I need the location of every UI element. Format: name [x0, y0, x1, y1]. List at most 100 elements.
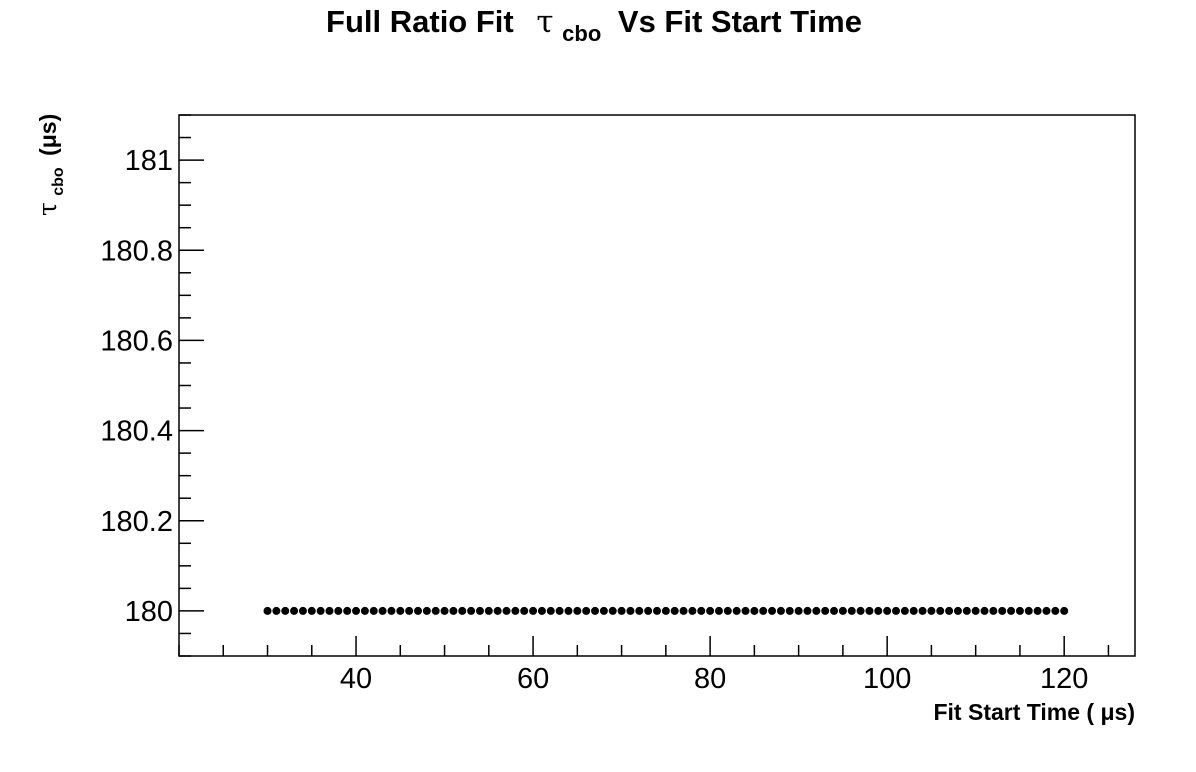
data-point	[387, 606, 396, 615]
x-axis-label: Fit Start Time ( μs)	[933, 699, 1135, 725]
chart-title: Full Ratio Fit τ cbo Vs Fit Start Time	[326, 4, 862, 48]
data-point	[1015, 606, 1024, 615]
data-point	[635, 606, 644, 615]
data-point	[272, 606, 281, 615]
data-point	[706, 606, 715, 615]
data-point	[768, 606, 777, 615]
data-point	[856, 606, 865, 615]
data-point	[378, 606, 387, 615]
data-point	[502, 606, 511, 615]
data-point	[688, 606, 697, 615]
data-point	[989, 606, 998, 615]
y-tick-label: 180.8	[100, 235, 173, 267]
data-point	[405, 606, 414, 615]
data-point	[874, 606, 883, 615]
data-point	[475, 606, 484, 615]
y-tick-label: 180	[125, 596, 173, 628]
x-tick-label: 100	[863, 663, 911, 695]
data-point	[537, 606, 546, 615]
data-point	[821, 606, 830, 615]
data-point	[883, 606, 892, 615]
chart-title-suffix: Vs Fit Start Time	[618, 4, 862, 39]
data-point	[936, 606, 945, 615]
plot-frame	[178, 114, 1136, 657]
data-point	[776, 606, 785, 615]
y-axis-ticks	[179, 114, 204, 657]
data-point	[750, 606, 759, 615]
data-point	[608, 606, 617, 615]
data-point	[511, 606, 520, 615]
data-point	[281, 606, 290, 615]
y-tick-label: 180.2	[100, 506, 173, 538]
y-axis-label-suffix: (μs)	[35, 114, 61, 156]
data-point	[520, 606, 529, 615]
data-point	[599, 606, 608, 615]
data-point	[847, 606, 856, 615]
data-point	[962, 606, 971, 615]
data-series	[263, 606, 1069, 615]
data-point	[945, 606, 954, 615]
data-point	[290, 606, 299, 615]
data-point	[617, 606, 626, 615]
data-point	[352, 606, 361, 615]
data-point	[626, 606, 635, 615]
y-tick-label: 181	[125, 145, 173, 177]
data-point	[396, 606, 405, 615]
x-axis-tick-labels: 40 60 80 100 120	[340, 663, 1088, 695]
data-point	[325, 606, 334, 615]
y-axis-label-subscript: cbo	[50, 167, 67, 196]
y-axis-label-symbol: τ	[33, 202, 62, 216]
data-point	[892, 606, 900, 615]
data-point	[838, 606, 847, 615]
data-point	[555, 606, 564, 615]
data-point	[449, 606, 458, 615]
data-point	[458, 606, 467, 615]
data-point	[343, 606, 352, 615]
data-point	[440, 606, 449, 615]
data-point	[360, 606, 369, 615]
data-point	[573, 606, 582, 615]
x-tick-label: 60	[517, 663, 549, 695]
x-axis-ticks	[178, 636, 1110, 656]
y-axis-label: τ cbo (μs)	[33, 114, 68, 216]
x-tick-label: 120	[1040, 663, 1088, 695]
data-point	[564, 606, 573, 615]
data-point	[909, 606, 918, 615]
chart-title-symbol: τ	[536, 4, 553, 40]
data-point	[927, 606, 936, 615]
data-point	[316, 606, 325, 615]
data-point	[812, 606, 821, 615]
data-point	[661, 606, 670, 615]
data-point	[422, 606, 431, 615]
chart-title-prefix: Full Ratio Fit	[326, 4, 514, 39]
data-point	[794, 606, 803, 615]
data-point	[865, 606, 874, 615]
data-point	[334, 606, 343, 615]
data-point	[714, 606, 723, 615]
data-point	[670, 606, 679, 615]
data-point	[732, 606, 741, 615]
chart-title-subscript: cbo	[562, 21, 601, 46]
y-tick-label: 180.6	[100, 325, 173, 357]
data-point	[307, 606, 316, 615]
data-point	[759, 606, 768, 615]
data-point	[918, 606, 927, 615]
data-point	[697, 606, 706, 615]
y-axis-tick-labels: 180 180.2 180.4 180.6 180.8 181	[100, 145, 173, 628]
data-point	[830, 606, 839, 615]
y-tick-label: 180.4	[100, 416, 173, 448]
data-point	[582, 606, 591, 615]
data-point	[529, 606, 538, 615]
data-point	[653, 606, 661, 615]
data-point	[1051, 606, 1060, 615]
data-point	[971, 606, 980, 615]
data-point	[431, 606, 440, 615]
data-point	[679, 606, 688, 615]
data-point	[591, 606, 600, 615]
data-point	[369, 606, 378, 615]
data-point	[741, 606, 750, 615]
data-point	[263, 606, 272, 615]
data-point	[414, 606, 422, 615]
data-point	[998, 606, 1007, 615]
